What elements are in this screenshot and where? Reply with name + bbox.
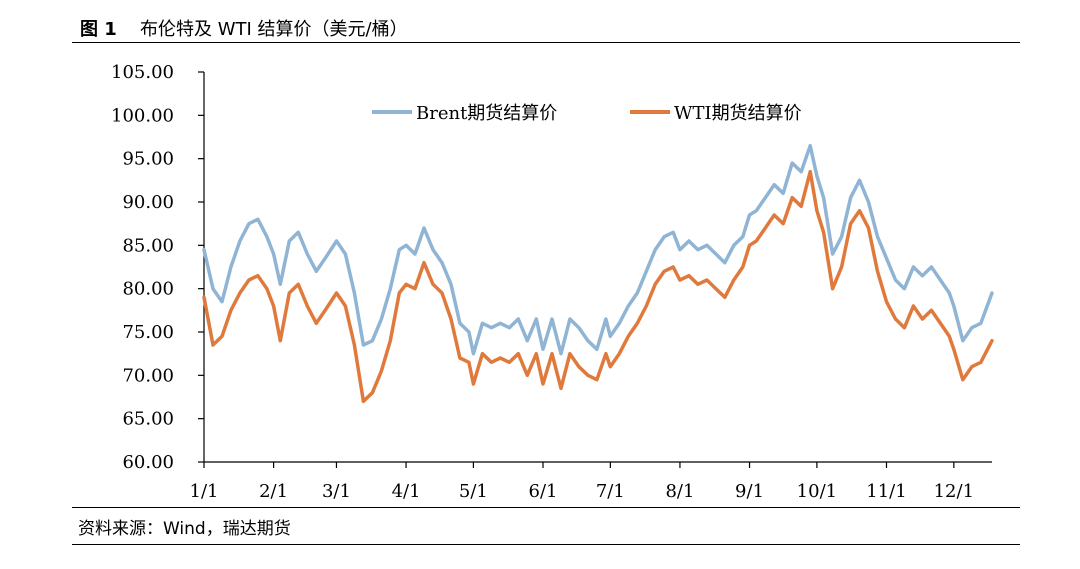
x-tick-label: 11/1 xyxy=(866,481,906,502)
legend-label-brent: Brent期货结算价 xyxy=(416,103,557,124)
x-tick-label: 6/1 xyxy=(529,481,558,502)
y-axis: 60.00 65.00 70.00 75.00 80.00 85.00 90.00 95.00… xyxy=(111,62,205,473)
y-tick-label: 80.00 xyxy=(122,279,174,300)
y-tick-label: 60.00 xyxy=(122,452,174,473)
legend-label-wti: WTI期货结算价 xyxy=(674,103,802,124)
x-tick-label: 1/1 xyxy=(190,481,219,502)
figure-header: 图 1 布伦特及 WTI 结算价（美元/桶） xyxy=(72,10,1020,43)
y-tick-label: 65.00 xyxy=(122,409,174,430)
legend: Brent期货结算价 WTI期货结算价 xyxy=(372,103,802,124)
x-tick-label: 12/1 xyxy=(934,481,974,502)
figure-footer: 资料来源：Wind，瑞达期货 xyxy=(72,507,1020,545)
x-tick-label: 5/1 xyxy=(459,481,488,502)
x-tick-label: 3/1 xyxy=(322,481,351,502)
series-lines xyxy=(202,143,994,404)
source-note: 资料来源：Wind，瑞达期货 xyxy=(78,519,291,539)
figure-label: 图 1 xyxy=(80,19,117,40)
y-tick-label: 95.00 xyxy=(122,149,174,170)
x-tick-label: 9/1 xyxy=(735,481,764,502)
x-tick-label: 4/1 xyxy=(392,481,421,502)
x-tick-label: 7/1 xyxy=(596,481,625,502)
y-tick-label: 90.00 xyxy=(122,192,174,213)
wti-series-line xyxy=(202,169,994,404)
figure-title: 布伦特及 WTI 结算价（美元/桶） xyxy=(140,19,408,40)
y-tick-label: 75.00 xyxy=(122,322,174,343)
x-axis: 1/1 2/1 3/1 4/1 5/1 6/1 7/1 8/1 9/1 10/1 11/1 12/1 xyxy=(190,461,992,502)
x-tick-label: 10/1 xyxy=(797,481,837,502)
y-tick-label: 100.00 xyxy=(111,105,174,126)
x-tick-label: 2/1 xyxy=(259,481,288,502)
y-tick-label: 70.00 xyxy=(122,365,174,386)
brent-series-line xyxy=(202,143,994,356)
x-tick-label: 8/1 xyxy=(665,481,694,502)
y-tick-label: 105.00 xyxy=(111,62,174,83)
y-tick-label: 85.00 xyxy=(122,235,174,256)
